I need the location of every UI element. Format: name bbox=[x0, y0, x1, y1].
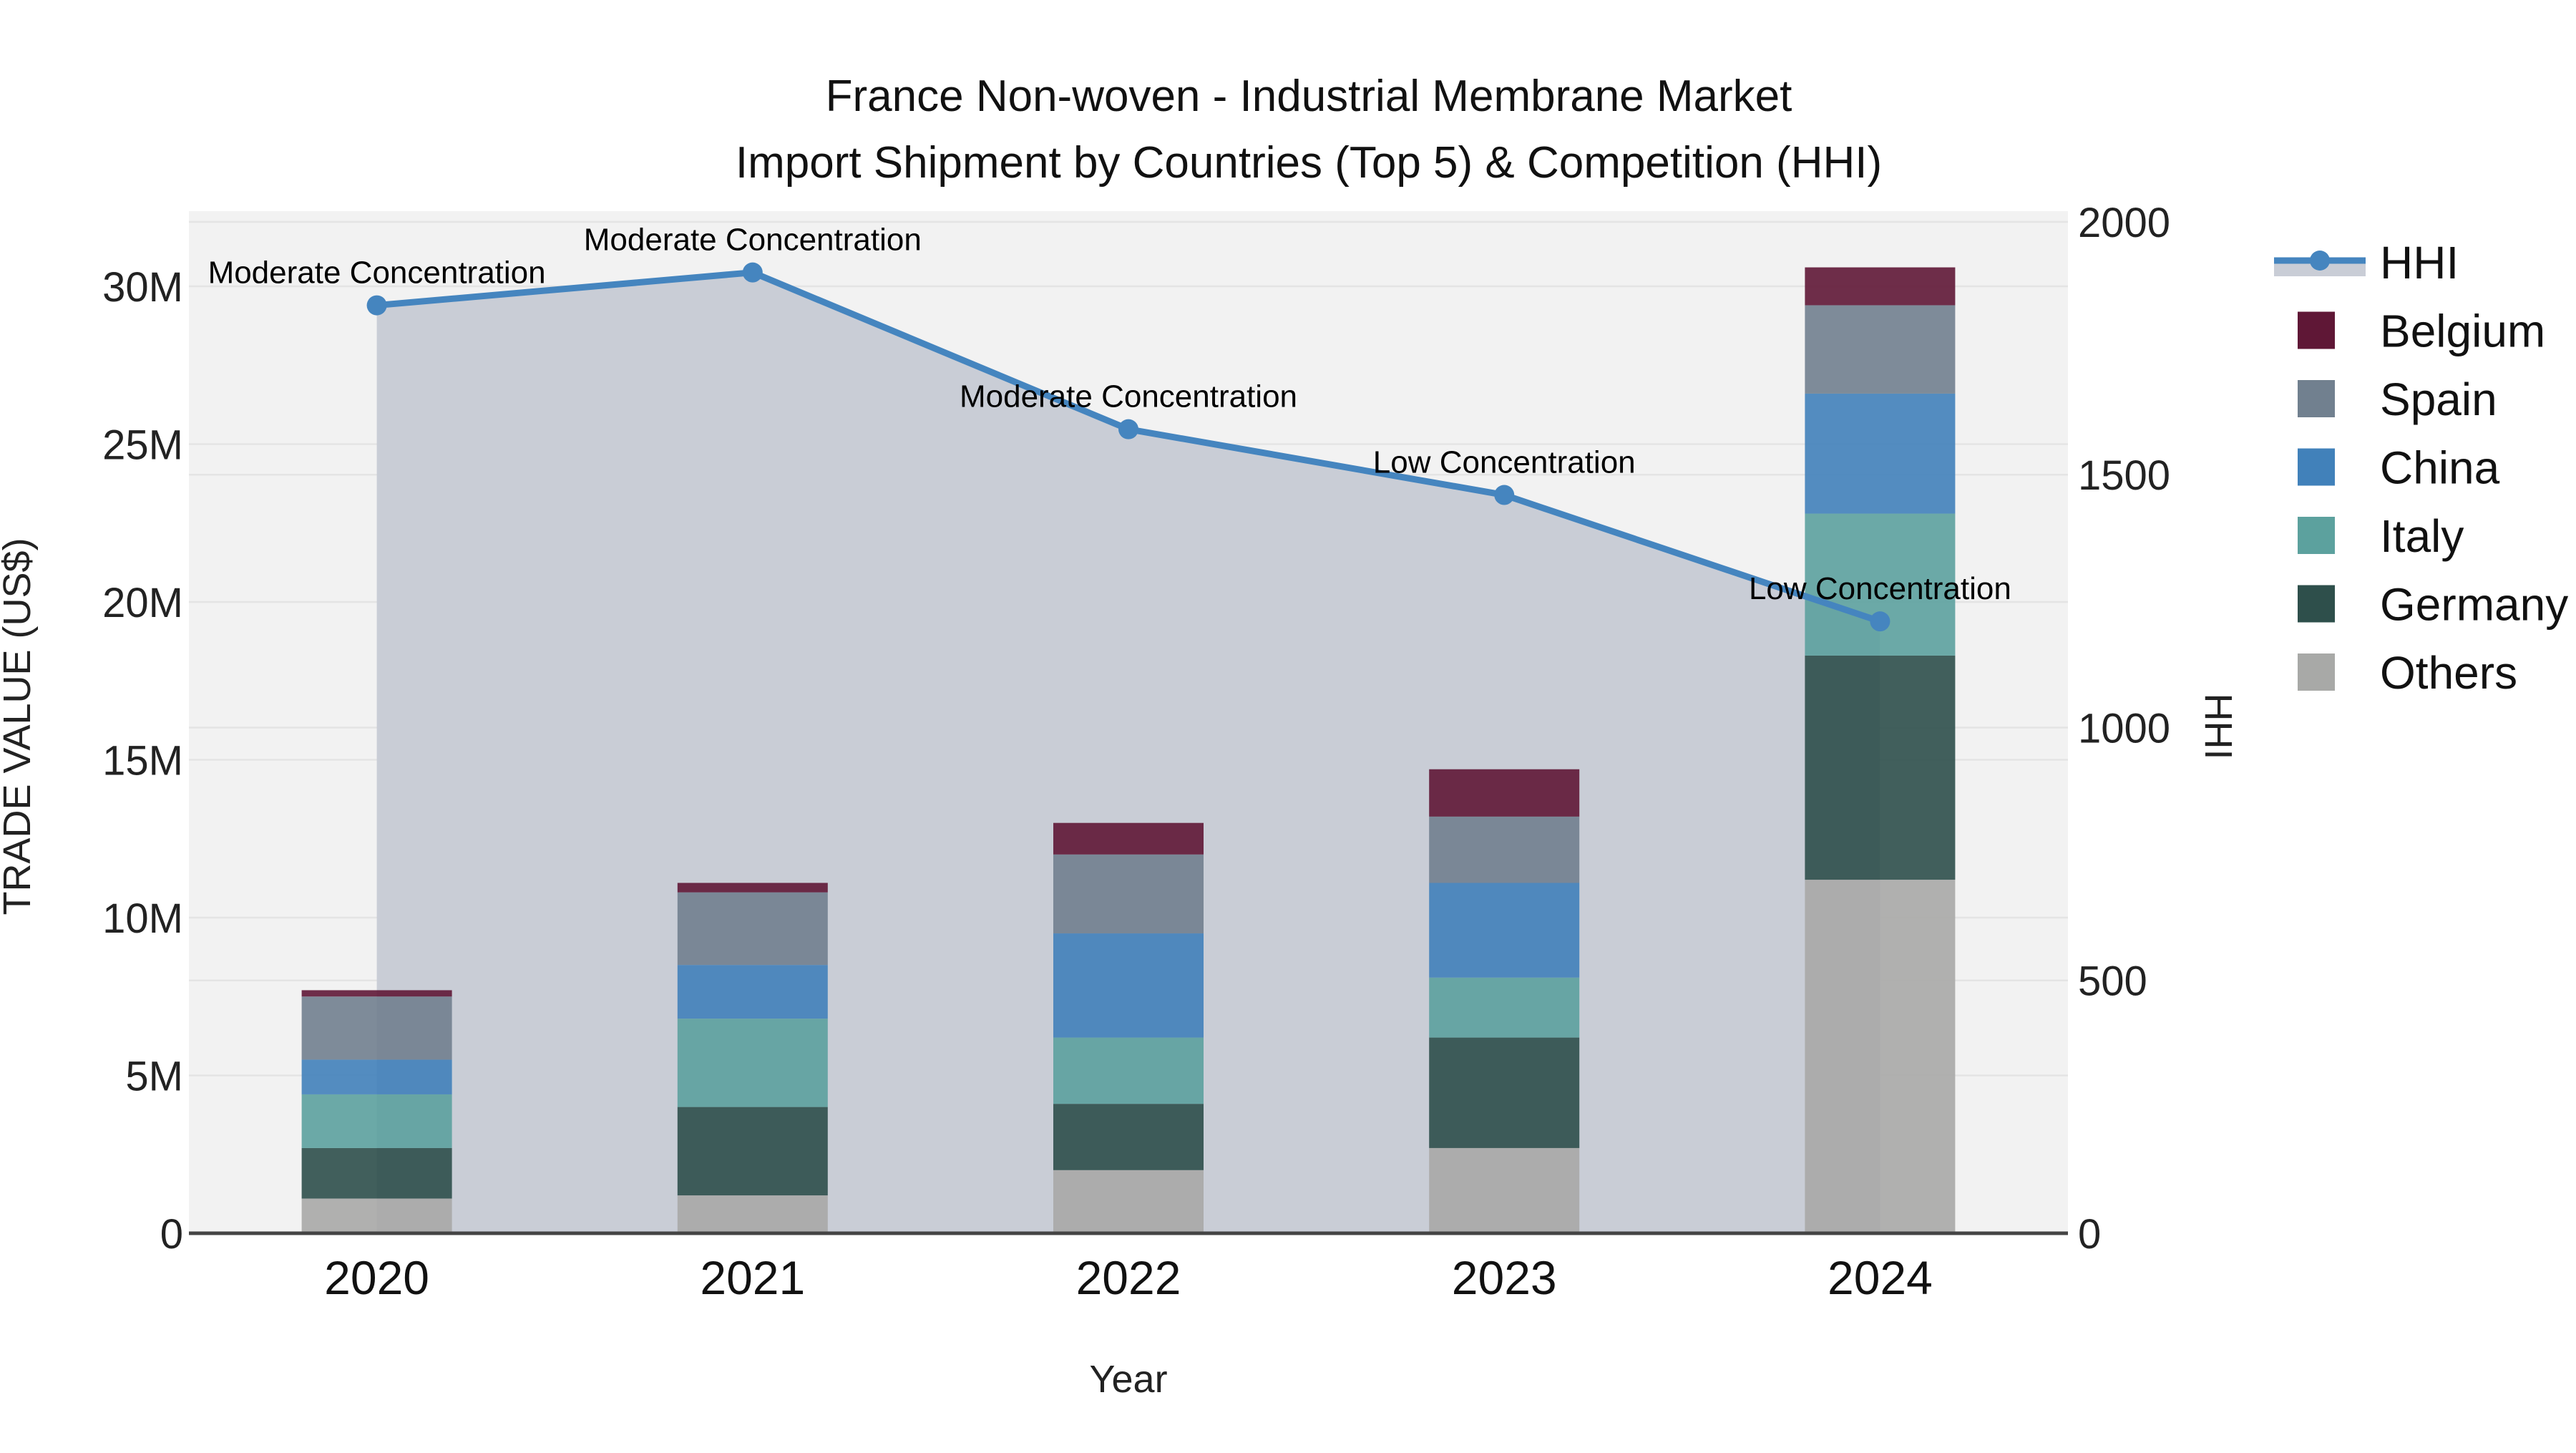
x-tick-2023: 2023 bbox=[1452, 1251, 1557, 1304]
bar-2023-china[interactable] bbox=[1429, 883, 1580, 978]
legend-item-others[interactable]: Others bbox=[2298, 647, 2517, 699]
bar-2022-spain[interactable] bbox=[1053, 854, 1204, 934]
bar-2021-others[interactable] bbox=[677, 1195, 828, 1233]
bar-2020-italy[interactable] bbox=[301, 1094, 452, 1148]
bar-2024-belgium[interactable] bbox=[1805, 267, 1956, 306]
bar-2022-china[interactable] bbox=[1053, 933, 1204, 1038]
plot-layer-annotations: Moderate Concentration Moderate Concentra… bbox=[208, 223, 2011, 606]
bar-2021-spain[interactable] bbox=[677, 892, 828, 966]
bar-2023-germany[interactable] bbox=[1429, 1037, 1580, 1148]
bar-2022-belgium[interactable] bbox=[1053, 822, 1204, 855]
hhi-point-2021[interactable] bbox=[742, 262, 763, 283]
chart-title-line2: Import Shipment by Countries (Top 5) & C… bbox=[736, 138, 1882, 188]
y-left-tick-30M: 30M bbox=[102, 264, 183, 311]
hhi-point-2023[interactable] bbox=[1494, 485, 1515, 505]
annotation-2021: Moderate Concentration bbox=[584, 223, 922, 258]
spain-legend-swatch bbox=[2298, 380, 2335, 417]
bar-2022-others[interactable] bbox=[1053, 1170, 1204, 1233]
legend-item-italy[interactable]: Italy bbox=[2298, 510, 2464, 562]
hhi-point-2024[interactable] bbox=[1870, 611, 1890, 632]
legend-item-hhi[interactable]: HHI bbox=[2274, 237, 2459, 288]
belgium-legend-swatch bbox=[2298, 311, 2335, 349]
bar-2020-china[interactable] bbox=[301, 1059, 452, 1094]
bar-2021-italy[interactable] bbox=[677, 1019, 828, 1107]
legend-label-belgium: Belgium bbox=[2380, 306, 2545, 357]
y-right-tick-1500: 1500 bbox=[2078, 452, 2170, 499]
legend-item-china[interactable]: China bbox=[2298, 442, 2500, 494]
annotation-2024: Low Concentration bbox=[1749, 571, 2011, 606]
x-axis-title: Year bbox=[1089, 1358, 1167, 1401]
annotation-2023: Low Concentration bbox=[1373, 445, 1636, 480]
bar-2024-china[interactable] bbox=[1805, 393, 1956, 514]
plot-layer-hhi-line bbox=[366, 262, 1890, 632]
hhi-point-2022[interactable] bbox=[1118, 419, 1138, 439]
bar-2021-china[interactable] bbox=[677, 965, 828, 1019]
bar-2024-italy[interactable] bbox=[1805, 513, 1956, 656]
bar-2023-spain[interactable] bbox=[1429, 816, 1580, 883]
hhi-marker-legend-swatch bbox=[2310, 251, 2330, 271]
y-left-tick-25M: 25M bbox=[102, 422, 183, 468]
hhi-point-2020[interactable] bbox=[366, 295, 387, 316]
y-left-axis-title: TRADE VALUE (US$) bbox=[0, 538, 39, 915]
y-left-tick-0: 0 bbox=[160, 1211, 183, 1258]
y-right-tick-0: 0 bbox=[2078, 1211, 2101, 1258]
bar-2024-spain[interactable] bbox=[1805, 305, 1956, 394]
y-right-axis-title: HHI bbox=[2197, 694, 2240, 760]
china-legend-swatch bbox=[2298, 448, 2335, 486]
annotation-2022: Moderate Concentration bbox=[960, 379, 1297, 414]
y-left-tick-5M: 5M bbox=[125, 1053, 183, 1099]
chart-legend: HHI Belgium Spain China Italy Germany Others bbox=[2274, 237, 2568, 699]
y-left-tick-10M: 10M bbox=[102, 895, 183, 942]
chart-title-line1: France Non-woven - Industrial Membrane M… bbox=[826, 72, 1792, 121]
bar-2020-others[interactable] bbox=[301, 1198, 452, 1233]
plot-layer-bars bbox=[301, 267, 1956, 1233]
legend-label-china: China bbox=[2380, 442, 2500, 494]
bar-2023-italy[interactable] bbox=[1429, 977, 1580, 1038]
bar-2022-italy[interactable] bbox=[1053, 1037, 1204, 1104]
x-tick-2022: 2022 bbox=[1076, 1251, 1181, 1304]
legend-item-germany[interactable]: Germany bbox=[2298, 579, 2568, 631]
x-tick-2020: 2020 bbox=[324, 1251, 429, 1304]
legend-label-hhi: HHI bbox=[2380, 237, 2459, 288]
bar-2023-others[interactable] bbox=[1429, 1147, 1580, 1233]
bar-2024-germany[interactable] bbox=[1805, 655, 1956, 880]
legend-label-others: Others bbox=[2380, 647, 2517, 699]
italy-legend-swatch bbox=[2298, 517, 2335, 554]
y-right-tick-2000: 2000 bbox=[2078, 200, 2170, 246]
y-left-tick-20M: 20M bbox=[102, 580, 183, 626]
bar-2023-belgium[interactable] bbox=[1429, 769, 1580, 817]
annotation-2020: Moderate Concentration bbox=[208, 256, 546, 291]
bar-2020-belgium[interactable] bbox=[301, 990, 452, 997]
germany-legend-swatch bbox=[2298, 585, 2335, 623]
y-left-tick-15M: 15M bbox=[102, 737, 183, 784]
legend-item-spain[interactable]: Spain bbox=[2298, 374, 2497, 425]
legend-item-belgium[interactable]: Belgium bbox=[2298, 306, 2545, 357]
bar-2024-others[interactable] bbox=[1805, 880, 1956, 1233]
plot-layer-ticklabels: 0 5M 10M 15M 20M 25M 30M 0 500 1000 1500 2000 2020 20… bbox=[102, 200, 2170, 1304]
others-legend-swatch bbox=[2298, 653, 2335, 691]
legend-label-spain: Spain bbox=[2380, 374, 2497, 425]
bar-2020-spain[interactable] bbox=[301, 996, 452, 1060]
y-right-tick-500: 500 bbox=[2078, 958, 2147, 1005]
bar-2020-germany[interactable] bbox=[301, 1147, 452, 1199]
bar-2021-belgium[interactable] bbox=[677, 883, 828, 893]
bar-2022-germany[interactable] bbox=[1053, 1104, 1204, 1170]
y-right-tick-1000: 1000 bbox=[2078, 705, 2170, 752]
x-tick-2024: 2024 bbox=[1828, 1251, 1933, 1304]
bar-2021-germany[interactable] bbox=[677, 1107, 828, 1196]
legend-label-italy: Italy bbox=[2380, 510, 2464, 562]
legend-label-germany: Germany bbox=[2380, 579, 2568, 631]
x-tick-2021: 2021 bbox=[700, 1251, 805, 1304]
